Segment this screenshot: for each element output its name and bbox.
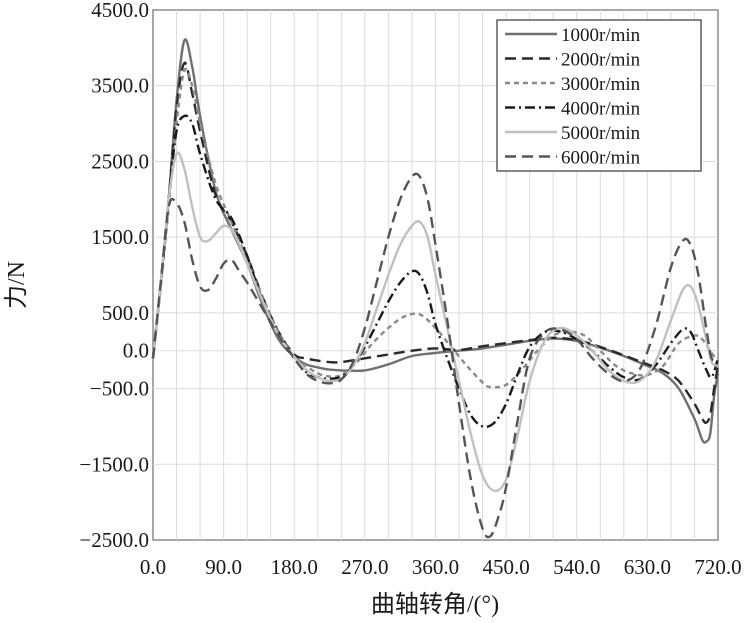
y-tick-labels: 4500.0 3500.0 2500.0 1500.0 500.0 0.0 −500.0 −1… <box>79 0 149 552</box>
y-tick-label: 2500.0 <box>91 149 149 173</box>
legend-box <box>496 19 702 172</box>
x-tick-label: 270.0 <box>341 555 388 579</box>
x-tick-label: 360.0 <box>412 555 459 579</box>
y-tick-label: 4500.0 <box>91 0 149 22</box>
x-tick-label: 90.0 <box>205 555 242 579</box>
legend: 1000r/min 2000r/min 3000r/min 4000r/min 5000… <box>496 19 702 172</box>
series-line-6000r-min <box>151 172 719 539</box>
series-line-4000r-min <box>151 114 720 429</box>
series-line-1000r-min <box>151 38 720 444</box>
series-line-5000r-min <box>151 151 719 493</box>
legend-label: 4000r/min <box>561 99 641 120</box>
x-axis-title: 曲轴转角/(°) <box>371 591 499 618</box>
y-tick-label: −500.0 <box>90 377 149 401</box>
legend-label: 1000r/min <box>561 25 641 46</box>
legend-label: 2000r/min <box>561 50 641 71</box>
series-line-2000r-min <box>151 61 720 424</box>
y-tick-label: 0.0 <box>123 339 149 363</box>
x-tick-label: 630.0 <box>624 555 671 579</box>
x-tick-label: 540.0 <box>553 555 600 579</box>
x-tick-labels: 0.0 90.0 180.0 270.0 360.0 450.0 540.0 630.0 720… <box>140 555 742 579</box>
x-tick-label: 450.0 <box>483 555 530 579</box>
y-axis-title: 力/N <box>3 261 30 309</box>
x-tick-label: 0.0 <box>140 555 166 579</box>
y-tick-label: 500.0 <box>102 301 149 325</box>
y-tick-label: −1500.0 <box>79 452 149 476</box>
y-tick-label: 1500.0 <box>91 225 149 249</box>
legend-label: 5000r/min <box>561 123 641 144</box>
legend-label: 6000r/min <box>561 148 641 169</box>
y-tick-label: 3500.0 <box>91 74 149 98</box>
x-tick-label: 720.0 <box>694 555 741 579</box>
x-tick-label: 180.0 <box>271 555 318 579</box>
legend-label: 3000r/min <box>561 74 641 95</box>
y-tick-label: −2500.0 <box>79 528 149 552</box>
series-line-3000r-min <box>151 67 719 389</box>
series-lines <box>151 38 720 539</box>
